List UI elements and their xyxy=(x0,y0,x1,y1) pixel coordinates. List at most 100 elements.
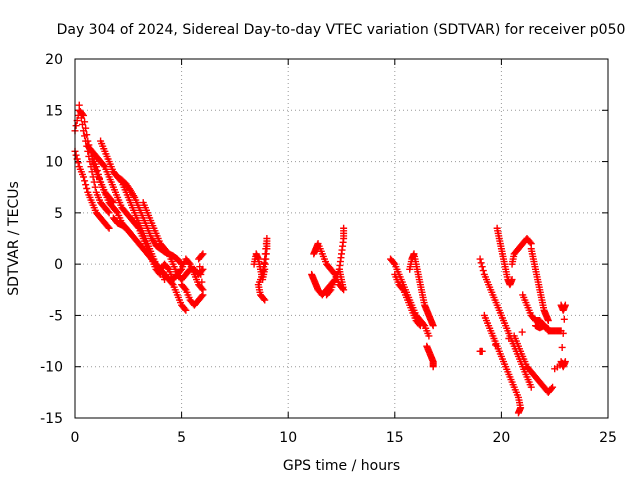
data-point xyxy=(478,263,486,271)
y-tick-label: -5 xyxy=(49,308,63,324)
data-point xyxy=(558,343,566,351)
tick-layer: 0 5 10 15 20 25 -15 -10 -5 0 5 10 15 20 xyxy=(40,52,617,446)
x-tick-label: 25 xyxy=(599,430,617,446)
x-axis-label: GPS time / hours xyxy=(283,458,400,474)
data-point xyxy=(514,409,522,417)
data-point xyxy=(323,291,331,299)
data-point xyxy=(104,208,112,216)
x-tick-label: 10 xyxy=(279,430,297,446)
x-tick-label: 15 xyxy=(386,430,404,446)
data-point xyxy=(548,385,556,393)
series-arc-20h-f xyxy=(527,245,552,325)
series-arc-20h-b xyxy=(480,311,525,417)
series-arc-15h-c xyxy=(406,250,437,330)
data-point xyxy=(416,322,424,330)
data-point xyxy=(508,276,516,284)
data-point xyxy=(518,328,526,336)
data-point xyxy=(559,329,567,337)
data-point xyxy=(196,263,204,271)
plot-frame xyxy=(74,58,609,419)
data-point xyxy=(182,306,190,314)
data-point xyxy=(476,255,484,263)
data-point xyxy=(415,320,423,328)
data-point xyxy=(560,315,568,323)
data-point xyxy=(164,249,172,257)
y-tick-label: 15 xyxy=(45,103,63,119)
data-point xyxy=(181,305,189,313)
data-point xyxy=(477,259,485,267)
data-point xyxy=(544,325,552,333)
data-point xyxy=(429,363,437,371)
data-point xyxy=(324,290,332,298)
data-point xyxy=(505,335,513,343)
data-point xyxy=(82,137,90,145)
data-point xyxy=(177,259,185,267)
data-point xyxy=(90,178,98,186)
data-point xyxy=(526,238,534,246)
data-point xyxy=(425,332,433,340)
series-arc-9h xyxy=(250,235,271,304)
data-point xyxy=(429,322,437,330)
data-point xyxy=(551,365,559,373)
data-point xyxy=(543,324,551,332)
data-point xyxy=(492,341,500,349)
data-point xyxy=(198,267,206,275)
series-arc-early-2 xyxy=(71,147,113,232)
data-point xyxy=(479,267,487,275)
y-tick-label: 10 xyxy=(45,155,63,171)
data-point xyxy=(197,270,205,278)
data-point xyxy=(81,132,89,140)
data-point xyxy=(80,127,88,135)
data-point xyxy=(261,296,269,304)
data-point xyxy=(185,259,193,267)
data-point xyxy=(83,184,91,192)
data-point xyxy=(198,278,206,286)
data-point xyxy=(164,264,172,272)
data-point xyxy=(527,383,535,391)
data-point xyxy=(72,122,80,130)
data-point xyxy=(74,159,82,167)
data-point xyxy=(198,285,206,293)
data-point xyxy=(105,224,113,232)
data-point xyxy=(561,301,569,309)
data-point xyxy=(398,285,406,293)
grid-layer xyxy=(75,59,608,418)
series-arc-15h-b xyxy=(391,270,424,330)
data-point xyxy=(91,183,99,191)
y-tick-label: 5 xyxy=(54,206,63,222)
x-tick-label: 5 xyxy=(177,430,186,446)
data-point xyxy=(198,251,206,259)
y-axis-label: SDTVAR / TECUs xyxy=(6,181,22,296)
data-point xyxy=(544,317,552,325)
data-point xyxy=(478,347,486,355)
data-point xyxy=(76,108,84,116)
data-point xyxy=(198,292,206,300)
series-arc-20h-g xyxy=(510,332,557,396)
y-tick-label: -15 xyxy=(40,411,63,427)
data-point xyxy=(82,181,90,189)
y-tick-label: 0 xyxy=(54,257,63,273)
y-tick-label: 20 xyxy=(45,52,63,68)
data-point xyxy=(77,114,85,122)
data-point xyxy=(80,173,88,181)
data-point xyxy=(199,291,207,299)
data-point xyxy=(75,101,83,109)
data-point xyxy=(181,285,189,293)
series-arc-12h-b xyxy=(310,240,348,299)
data-point xyxy=(100,161,108,169)
data-point xyxy=(340,224,348,232)
chart-title: Day 304 of 2024, Sidereal Day-to-day VTE… xyxy=(57,22,626,38)
y-tick-label: -10 xyxy=(40,360,63,376)
series-arc-early-8 xyxy=(109,214,190,314)
series-arc-early-11 xyxy=(178,281,207,309)
data-point xyxy=(390,259,398,267)
x-tick-label: 0 xyxy=(71,430,80,446)
data-point xyxy=(260,295,268,303)
data-point xyxy=(168,279,176,287)
series-arc-20h-c xyxy=(493,224,516,289)
series-arc-23h xyxy=(551,301,569,373)
data-point xyxy=(85,152,93,160)
x-tick-label: 20 xyxy=(492,430,510,446)
data-point xyxy=(330,269,338,277)
